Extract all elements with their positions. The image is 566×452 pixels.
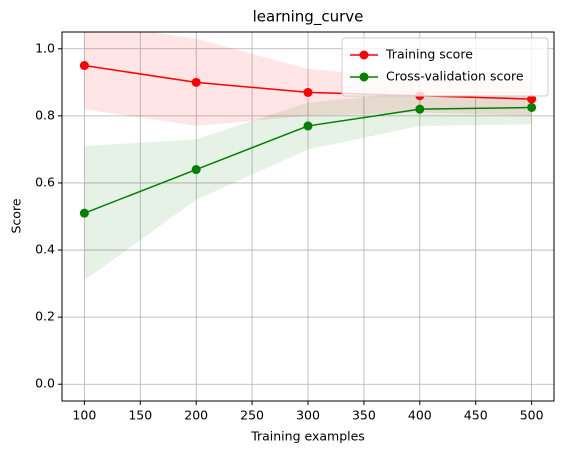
data-point — [191, 165, 201, 175]
data-point — [527, 102, 537, 112]
x-tick-label: 450 — [464, 408, 488, 423]
legend-marker — [359, 72, 369, 82]
legend-marker — [359, 50, 369, 60]
x-tick-label: 100 — [72, 408, 96, 423]
data-point — [191, 77, 201, 87]
x-tick-label: 150 — [128, 408, 152, 423]
data-point — [415, 104, 425, 114]
y-tick-label: 0.6 — [35, 174, 55, 189]
x-tick-label: 350 — [352, 408, 376, 423]
legend: Training score Cross-validation score — [341, 37, 549, 97]
y-axis-label: Score — [9, 198, 24, 233]
x-tick-label: 250 — [240, 408, 264, 423]
confidence-band — [84, 32, 532, 126]
x-axis-label: Training examples — [250, 429, 365, 444]
chart-title: learning_curve — [253, 8, 364, 27]
data-point — [303, 121, 313, 131]
data-point — [527, 94, 537, 104]
y-tick-label: 0.0 — [35, 376, 55, 391]
legend-label: Cross-validation score — [386, 69, 524, 84]
x-tick-label: 300 — [296, 408, 320, 423]
data-point — [79, 61, 89, 71]
data-point — [303, 87, 313, 97]
data-point — [79, 208, 89, 218]
x-tick-label: 400 — [408, 408, 432, 423]
plot-area — [79, 32, 537, 281]
x-tick-label: 200 — [184, 408, 208, 423]
y-tick-label: 1.0 — [35, 40, 55, 55]
y-tick-label: 0.8 — [35, 107, 55, 122]
legend-box — [341, 37, 549, 97]
y-tick-label: 0.2 — [35, 309, 55, 324]
legend-label: Training score — [385, 47, 473, 62]
x-tick-label: 500 — [520, 408, 544, 423]
y-tick-label: 0.4 — [35, 242, 55, 257]
